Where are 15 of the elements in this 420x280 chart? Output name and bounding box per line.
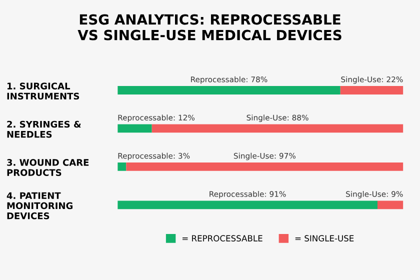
y-tick-label: 1. SURGICAL INSTRUMENTS (7, 82, 80, 100)
y-tick-label: 3. WOUND CARE PRODUCTS (7, 159, 89, 176)
legend-label: = REPROCESSABLE (182, 235, 262, 242)
bar (118, 162, 126, 171)
y-tick-label: 2. SYRINGES & NEEDLES (7, 120, 81, 138)
legend-label: = SINGLE-USE (295, 235, 354, 242)
bar (126, 162, 404, 171)
chart-title: ESG ANALYTICS: REPROCESSABLE VS SINGLE-USE MEDICAL DEVICES (78, 14, 342, 40)
bar (340, 86, 404, 94)
bar (118, 86, 340, 94)
bar (377, 200, 404, 210)
bar (118, 200, 378, 210)
bar (118, 124, 152, 133)
bar (152, 124, 404, 133)
y-tick-label: 4. PATIENT MONITORING DEVICES (6, 192, 73, 220)
